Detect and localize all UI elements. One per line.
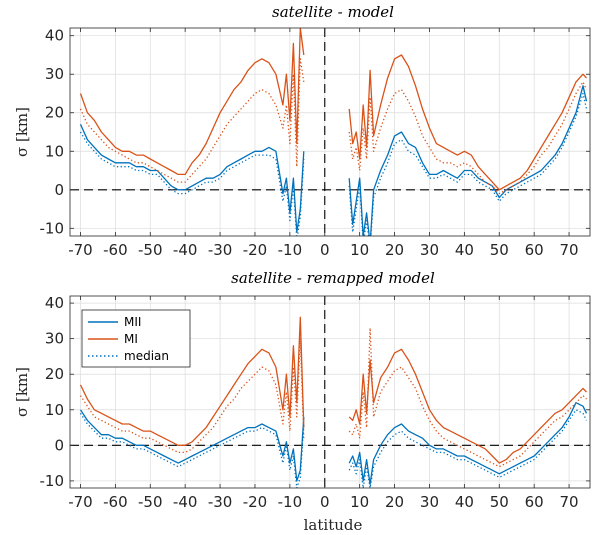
legend-label-mi: MI xyxy=(124,332,138,346)
x-tick-label: -70 xyxy=(68,241,93,259)
y-tick-label: 10 xyxy=(45,142,64,160)
y-tick-label: 40 xyxy=(45,294,64,312)
x-tick-label: 30 xyxy=(420,493,439,511)
bottom-panel-x-label: latitude xyxy=(304,516,363,534)
x-tick-label: 0 xyxy=(320,241,330,259)
series-line-mii-1 xyxy=(348,402,588,486)
y-tick-label: 10 xyxy=(45,401,64,419)
y-tick-label: -10 xyxy=(40,472,65,490)
x-tick-label: -30 xyxy=(208,241,233,259)
x-tick-label: 70 xyxy=(560,493,579,511)
x-tick-label: -40 xyxy=(173,241,198,259)
y-tick-label: 20 xyxy=(45,104,64,122)
x-tick-label: -50 xyxy=(138,241,163,259)
series-line-median-1 xyxy=(348,81,588,195)
series-line-mi-1 xyxy=(348,348,587,464)
x-tick-label: 0 xyxy=(320,493,330,511)
y-tick-label: 30 xyxy=(45,330,64,348)
x-tick-label: -10 xyxy=(278,493,303,511)
x-tick-label: -20 xyxy=(243,493,268,511)
x-tick-label: -50 xyxy=(138,493,163,511)
bottom-panel-plot-area: -70 -60 -50 -40 -30 -20 -10 0 10 20 30 40 50 60 70 -10 0… xyxy=(40,294,591,511)
x-tick-label: -40 xyxy=(173,493,198,511)
y-tick-label: 20 xyxy=(45,365,64,383)
legend-label-median: median xyxy=(124,349,169,363)
x-tick-label: -30 xyxy=(208,493,233,511)
x-tick-label: 50 xyxy=(490,493,509,511)
bottom-panel-title: satellite - remapped model xyxy=(231,269,435,287)
x-tick-label: 10 xyxy=(350,493,369,511)
y-tick-label: 30 xyxy=(45,65,64,83)
x-tick-label: 20 xyxy=(385,493,404,511)
x-tick-label: -60 xyxy=(103,493,128,511)
series-line-mii-1 xyxy=(348,85,588,236)
x-tick-label: 10 xyxy=(350,241,369,259)
series-line-mi-0 xyxy=(79,316,305,446)
legend-label-mii: MII xyxy=(124,315,141,329)
y-tick-label: 0 xyxy=(54,436,64,454)
series-line-median-secondary-1 xyxy=(348,409,588,488)
top-panel-title: satellite - model xyxy=(272,3,394,21)
top-panel: satellite - model σ [km] -70 -60 -50 -40 -30… xyxy=(13,3,591,259)
series-line-mi-1 xyxy=(348,54,587,191)
x-tick-label: 20 xyxy=(385,241,404,259)
axes-box xyxy=(69,27,591,237)
x-tick-label: -70 xyxy=(68,493,93,511)
x-tick-label: 60 xyxy=(525,241,544,259)
series-line-mii-0 xyxy=(79,409,305,482)
top-panel-plot-area: -70 -60 -50 -40 -30 -20 -10 0 10 20 30 40 50 60 70 -10 0… xyxy=(40,27,591,259)
x-tick-label: 30 xyxy=(420,241,439,259)
x-tick-label: 70 xyxy=(560,241,579,259)
series-line-mii-0 xyxy=(79,124,305,233)
y-tick-label: 0 xyxy=(54,181,64,199)
bottom-panel-y-label: σ [km] xyxy=(13,367,31,417)
axes-box xyxy=(69,295,591,489)
x-tick-label: -20 xyxy=(243,241,268,259)
x-tick-label: -10 xyxy=(278,241,303,259)
series-line-median-secondary-1 xyxy=(348,92,588,236)
x-tick-label: 60 xyxy=(525,493,544,511)
x-tick-label: 50 xyxy=(490,241,509,259)
series-line-median-secondary-0 xyxy=(79,131,305,236)
y-tick-label: 40 xyxy=(45,27,64,45)
x-tick-label: -60 xyxy=(103,241,128,259)
series-line-median-0 xyxy=(79,58,305,183)
x-tick-label: 40 xyxy=(455,493,474,511)
y-tick-label: -10 xyxy=(40,219,65,237)
x-tick-label: 40 xyxy=(455,241,474,259)
top-panel-y-label: σ [km] xyxy=(13,107,31,157)
series-line-mi-0 xyxy=(79,28,305,176)
legend: MII MI median xyxy=(81,309,191,368)
series-line-median-1 xyxy=(348,327,587,468)
bottom-panel: satellite - remapped model σ [km] latitu… xyxy=(13,269,591,534)
